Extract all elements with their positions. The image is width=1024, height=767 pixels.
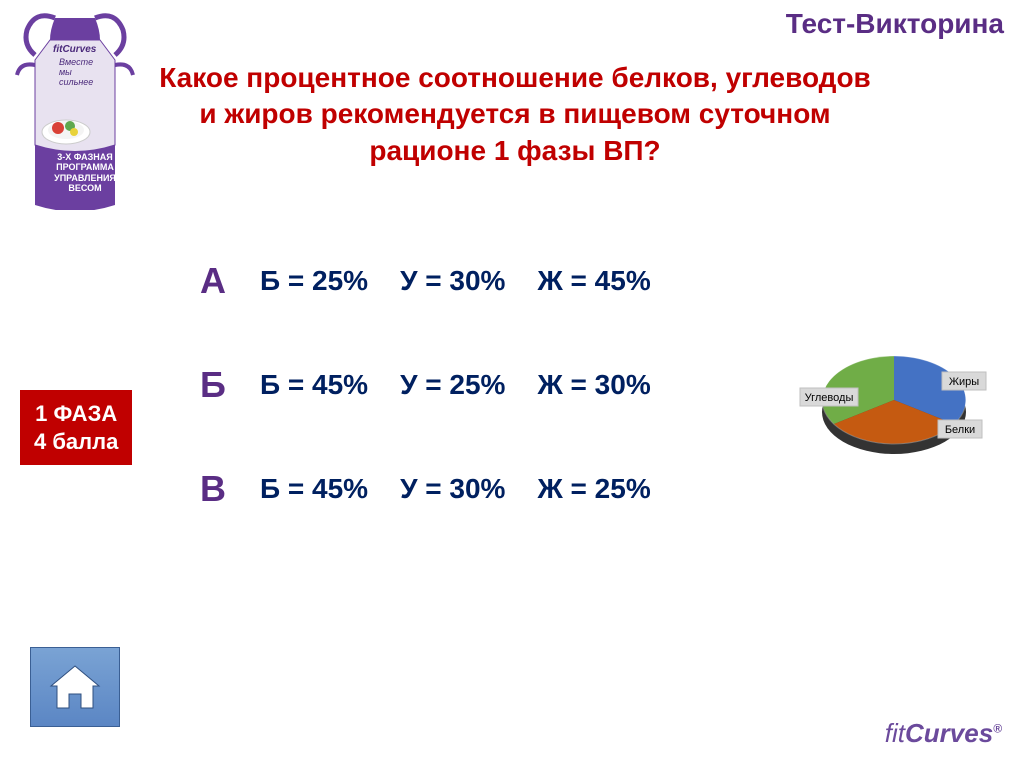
home-button[interactable] bbox=[30, 647, 120, 727]
header-title: Тест-Викторина bbox=[786, 8, 1004, 40]
option-letter: Б bbox=[200, 364, 260, 406]
question-text: Какое процентное соотношение белков, угл… bbox=[150, 60, 880, 169]
macros-pie-chart: Углеводы Жиры Белки bbox=[794, 320, 994, 480]
option-c[interactable]: В Б = 45% У = 30% Ж = 25% bbox=[200, 468, 760, 510]
pie-label-proteins: Белки bbox=[945, 424, 975, 436]
option-a[interactable]: А Б = 25% У = 30% Ж = 45% bbox=[200, 260, 760, 302]
option-b[interactable]: Б Б = 45% У = 25% Ж = 30% bbox=[200, 364, 760, 406]
phase-badge: 1 ФАЗА 4 балла bbox=[20, 390, 132, 465]
options-list: А Б = 25% У = 30% Ж = 45% Б Б = 45% У = … bbox=[200, 260, 760, 572]
footer-brand: fitCurves® bbox=[885, 718, 1002, 749]
option-text: Б = 25% У = 30% Ж = 45% bbox=[260, 265, 651, 297]
apron-motto: Вместе мы сильнее bbox=[59, 58, 119, 88]
option-text: Б = 45% У = 30% Ж = 25% bbox=[260, 473, 651, 505]
home-icon bbox=[47, 662, 103, 712]
pie-label-carbs: Углеводы bbox=[805, 392, 854, 404]
option-letter: В bbox=[200, 468, 260, 510]
apron-program-text: 3-Х ФАЗНАЯ ПРОГРАММА УПРАВЛЕНИЯ ВЕСОМ bbox=[41, 152, 129, 193]
pie-label-fats: Жиры bbox=[949, 376, 979, 388]
apron-logo: fitCurves Вместе мы сильнее 3-Х ФАЗНАЯ П… bbox=[15, 10, 135, 210]
apron-brand-text: fitCurves bbox=[53, 44, 96, 55]
option-text: Б = 45% У = 25% Ж = 30% bbox=[260, 369, 651, 401]
pie-chart-icon: Углеводы Жиры Белки bbox=[794, 320, 994, 480]
option-letter: А bbox=[200, 260, 260, 302]
food-plate-icon bbox=[40, 108, 92, 146]
